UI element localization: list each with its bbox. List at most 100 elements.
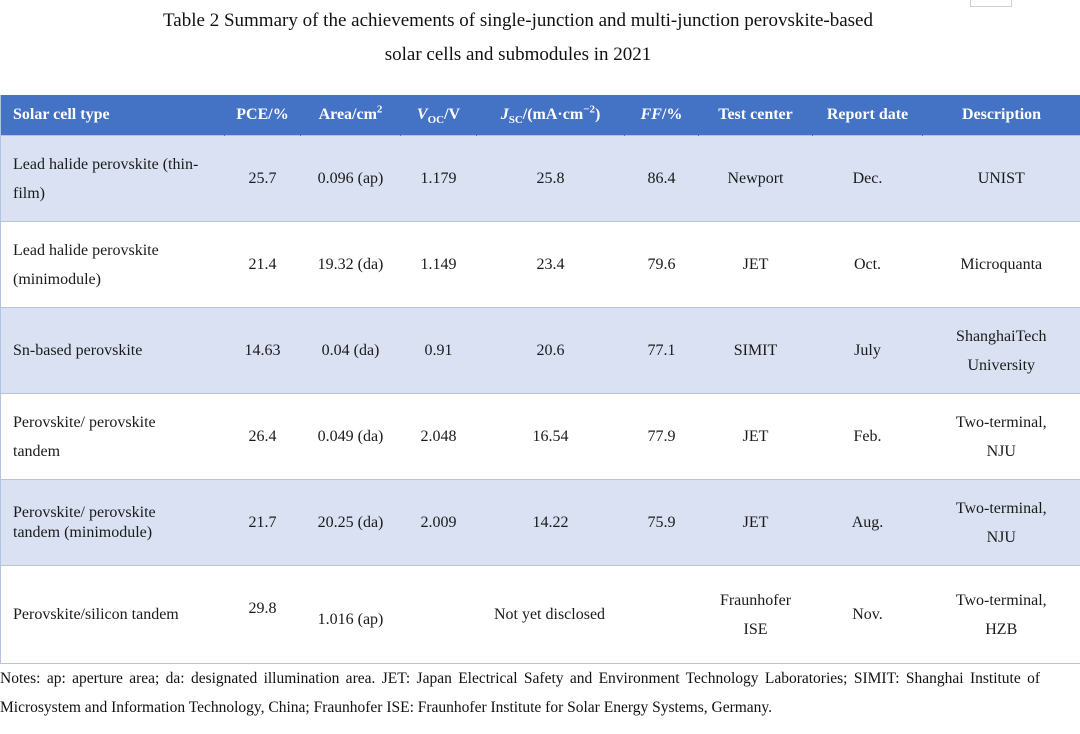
cell-date: Feb.	[812, 393, 923, 480]
header-ff-unit: /%	[661, 106, 683, 123]
header-cell-voc: VOC/V	[400, 95, 477, 136]
caption-line-1: Table 2 Summary of the achievements of s…	[163, 10, 873, 31]
header-cell-type: Solar cell type	[0, 95, 225, 136]
cell-type: Sn-based perovskite	[0, 307, 225, 394]
header-voc-symbol: V	[416, 106, 428, 123]
table-row: Lead halide perovskite (thin-film) 25.7 …	[0, 135, 1080, 222]
cell-desc-line-2: NJU	[986, 528, 1016, 546]
cell-center: JET	[698, 393, 813, 480]
cell-center-line-1: Fraunhofer	[719, 591, 792, 609]
cell-desc: Two-terminal, HZB	[922, 565, 1080, 664]
cell-jsc: 14.22	[476, 479, 625, 566]
cell-desc-line-1: Two-terminal,	[955, 413, 1047, 431]
cell-desc: Two-terminal, NJU	[922, 479, 1080, 566]
table-row: Lead halide perovskite (minimodule) 21.4 …	[0, 221, 1080, 308]
table-row: Perovskite/ perovskite tandem (minimodule…	[0, 479, 1080, 566]
achievements-table: Solar cell type PCE/% Area/cm2 VOC/V JSC…	[0, 95, 1080, 664]
cell-desc: UNIST	[922, 135, 1080, 222]
cell-voc: 2.009	[400, 479, 477, 566]
table-notes: Notes: ap: aperture area; da: designated…	[0, 670, 1040, 716]
cell-pce: 26.4	[224, 393, 301, 480]
cell-type: Lead halide perovskite (minimodule)	[0, 221, 225, 308]
cell-desc-line-1: Two-terminal,	[955, 499, 1047, 517]
cell-pce: 21.7	[224, 479, 301, 566]
header-cell-date: Report date	[812, 95, 923, 136]
cell-voc: 2.048	[400, 393, 477, 480]
header-jsc-sub: SC	[508, 114, 523, 127]
cell-type-line-1: Perovskite/ perovskite	[13, 413, 156, 431]
cell-jsc: 23.4	[476, 221, 625, 308]
cell-date: Aug.	[812, 479, 923, 566]
cell-type-line-1: Perovskite/ perovskite	[13, 503, 156, 521]
cell-type-line-2: film)	[13, 184, 45, 202]
cell-pce: 21.4	[224, 221, 301, 308]
table-caption: Table 2 Summary of the achievements of s…	[0, 4, 1036, 72]
header-voc-sub: OC	[427, 114, 445, 127]
header-ff-symbol: FF	[640, 106, 662, 123]
cell-area: 19.32 (da)	[300, 221, 401, 308]
cell-area: 0.049 (da)	[300, 393, 401, 480]
header-cell-ff: FF/%	[624, 95, 699, 136]
cell-center-line-2: ISE	[743, 620, 768, 638]
cell-desc-line-2: University	[967, 356, 1036, 374]
cell-center: Fraunhofer ISE	[698, 565, 813, 664]
cell-area: 1.016 (ap)	[300, 565, 401, 664]
cell-center: Newport	[698, 135, 813, 222]
header-jsc-symbol: J	[500, 106, 509, 123]
cell-desc: ShanghaiTech University	[922, 307, 1080, 394]
cell-desc: Two-terminal, NJU	[922, 393, 1080, 480]
cell-desc-line-2: HZB	[985, 620, 1018, 638]
cell-type-line-2: tandem	[13, 442, 61, 460]
table-row: Perovskite/ perovskite tandem 26.4 0.049 …	[0, 393, 1080, 480]
cell-type: Perovskite/silicon tandem	[0, 565, 225, 664]
cell-desc: Microquanta	[922, 221, 1080, 308]
cell-type-line-2: (minimodule)	[13, 270, 101, 288]
cell-voc: 1.179	[400, 135, 477, 222]
cell-type: Perovskite/ perovskite tandem (minimodule…	[0, 479, 225, 566]
header-cell-desc: Description	[922, 95, 1080, 136]
cell-ff: 77.9	[624, 393, 699, 480]
cell-ff: 79.6	[624, 221, 699, 308]
header-row: Solar cell type PCE/% Area/cm2 VOC/V JSC…	[0, 95, 1080, 136]
header-jsc-unit: /(mA·cm	[522, 106, 584, 123]
cell-pce: 29.8	[224, 565, 301, 664]
corner-frame	[970, 0, 1012, 7]
header-jsc-sup: −2	[583, 103, 595, 116]
header-cell-pce: PCE/%	[224, 95, 301, 136]
header-jsc-close: )	[594, 106, 601, 123]
cell-center: JET	[698, 221, 813, 308]
cell-jsc: 16.54	[476, 393, 625, 480]
header-cell-center: Test center	[698, 95, 813, 136]
cell-date: Nov.	[812, 565, 923, 664]
cell-type: Perovskite/ perovskite tandem	[0, 393, 225, 480]
cell-date: Dec.	[812, 135, 923, 222]
cell-voc: 1.149	[400, 221, 477, 308]
cell-type-line-1: Lead halide perovskite	[13, 241, 159, 259]
cell-desc-line-1: ShanghaiTech	[956, 327, 1047, 345]
header-area-text: Area/cm	[318, 106, 377, 123]
table-row: Sn-based perovskite 14.63 0.04 (da) 0.91…	[0, 307, 1080, 394]
cell-area: 20.25 (da)	[300, 479, 401, 566]
cell-ff: 77.1	[624, 307, 699, 394]
cell-type-line-1: Lead halide perovskite (thin-	[13, 155, 199, 173]
cell-date: Oct.	[812, 221, 923, 308]
cell-area: 0.04 (da)	[300, 307, 401, 394]
table-row: Perovskite/silicon tandem 29.8 1.016 (ap…	[0, 565, 1080, 664]
header-cell-jsc: JSC/(mA·cm−2)	[476, 95, 625, 136]
header-voc-unit: /V	[444, 106, 461, 123]
cell-desc-line-1: Two-terminal,	[955, 591, 1047, 609]
cell-voc: 0.91	[400, 307, 477, 394]
caption-line-2: solar cells and submodules in 2021	[384, 44, 652, 65]
cell-pce: 14.63	[224, 307, 301, 394]
cell-date: July	[812, 307, 923, 394]
cell-center: SIMIT	[698, 307, 813, 394]
cell-jsc: 25.8	[476, 135, 625, 222]
cell-not-disclosed: Not yet disclosed	[400, 565, 699, 664]
cell-type-line-2: tandem (minimodule)	[13, 523, 153, 541]
cell-ff: 86.4	[624, 135, 699, 222]
cell-area: 0.096 (ap)	[300, 135, 401, 222]
cell-desc-line-2: NJU	[986, 442, 1016, 460]
cell-jsc: 20.6	[476, 307, 625, 394]
header-cell-area: Area/cm2	[300, 95, 401, 136]
cell-type: Lead halide perovskite (thin-film)	[0, 135, 225, 222]
